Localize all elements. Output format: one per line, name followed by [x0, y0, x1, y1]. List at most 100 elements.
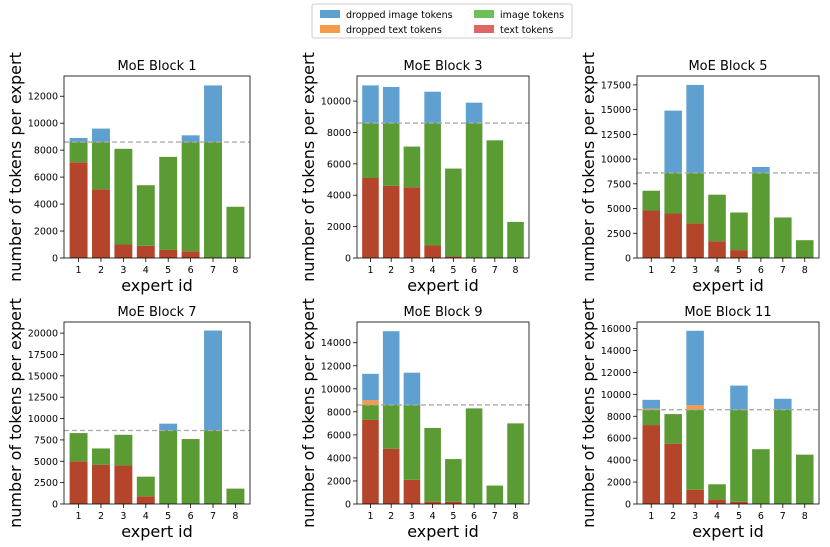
y-tick-label: 17500	[601, 80, 631, 91]
subplot-4: 0 2500 5000 7500 10000 12500 15000 17500 20000 1 2…	[6, 298, 251, 541]
subplot-title: MoE Block 1	[117, 59, 196, 74]
bar-image-tokens-expert-1	[69, 433, 88, 462]
bar-text-tokens-expert-3	[403, 187, 421, 258]
bar-dropped-text-tokens-expert-1	[642, 408, 661, 410]
bar-image-tokens-expert-1	[69, 142, 88, 163]
x-tick-label: 6	[471, 265, 477, 276]
bar-text-tokens-expert-3	[686, 223, 704, 258]
legend-swatch-image	[474, 10, 494, 18]
y-tick-label: 8000	[34, 146, 58, 157]
bar-dropped-image-tokens-expert-7	[204, 85, 222, 143]
bar-text-tokens-expert-5	[730, 501, 748, 504]
bar-image-tokens-expert-3	[114, 148, 133, 245]
bar-image-tokens-expert-2	[664, 172, 682, 214]
bar-dropped-image-tokens-expert-5	[730, 385, 748, 410]
x-axis-label: expert id	[692, 522, 764, 541]
bar-text-tokens-expert-4	[708, 499, 726, 504]
bar-image-tokens-expert-8	[507, 221, 524, 258]
bar-image-tokens-expert-2	[382, 404, 400, 449]
y-tick-label: 14000	[601, 346, 631, 357]
x-tick-label: 1	[367, 511, 373, 522]
bar-dropped-text-tokens-expert-3	[686, 405, 704, 410]
bar-text-tokens-expert-6	[181, 251, 200, 258]
bar-image-tokens-expert-8	[507, 423, 524, 504]
legend-frame	[311, 3, 573, 39]
y-axis-label: number of tokens per expert	[579, 298, 598, 528]
y-tick-label: 20000	[28, 329, 58, 340]
bar-dropped-image-tokens-expert-2	[92, 128, 110, 143]
y-tick-label: 6000	[327, 159, 351, 170]
bar-image-tokens-expert-1	[362, 404, 379, 420]
bar-image-tokens-expert-4	[136, 185, 155, 246]
bar-text-tokens-expert-2	[382, 185, 400, 258]
bar-dropped-image-tokens-expert-4	[424, 91, 441, 124]
bar-text-tokens-expert-2	[664, 213, 682, 258]
legend-label-dropped-text: dropped text tokens	[346, 25, 442, 36]
x-tick-label: 2	[98, 511, 104, 522]
y-tick-label: 5000	[34, 457, 58, 468]
x-tick-label: 1	[367, 265, 373, 276]
bar-text-tokens-expert-2	[92, 464, 110, 504]
y-tick-label: 6000	[607, 434, 631, 445]
bar-image-tokens-expert-5	[159, 156, 178, 250]
x-tick-label: 3	[692, 265, 698, 276]
bar-image-tokens-expert-8	[226, 488, 245, 504]
y-tick-label: 0	[625, 500, 631, 511]
bar-text-tokens-expert-4	[708, 241, 726, 258]
x-tick-label: 7	[780, 511, 786, 522]
x-tick-label: 2	[388, 511, 394, 522]
x-tick-label: 3	[120, 511, 126, 522]
y-tick-label: 12500	[601, 130, 631, 141]
bar-image-tokens-expert-1	[362, 123, 379, 178]
y-tick-label: 2500	[34, 478, 58, 489]
bar-text-tokens-expert-2	[382, 448, 400, 504]
bar-image-tokens-expert-6	[465, 408, 483, 504]
bar-dropped-image-tokens-expert-2	[664, 110, 682, 173]
y-tick-label: 10000	[28, 119, 58, 130]
bar-image-tokens-expert-7	[204, 142, 222, 258]
y-tick-label: 2000	[34, 227, 58, 238]
axes-frame	[636, 321, 820, 505]
y-tick-label: 0	[345, 254, 351, 265]
x-tick-label: 4	[430, 265, 436, 276]
bar-image-tokens-expert-7	[204, 430, 222, 504]
bar-text-tokens-expert-3	[686, 489, 704, 504]
x-tick-label: 1	[648, 511, 654, 522]
bar-image-tokens-expert-2	[664, 414, 682, 444]
bar-image-tokens-expert-3	[686, 172, 704, 224]
bar-text-tokens-expert-1	[69, 461, 88, 504]
x-tick-label: 8	[513, 265, 519, 276]
x-axis-label: expert id	[121, 522, 193, 541]
x-tick-label: 8	[802, 511, 808, 522]
y-tick-label: 12000	[601, 368, 631, 379]
x-tick-label: 4	[714, 265, 720, 276]
bar-text-tokens-expert-1	[642, 425, 661, 504]
bar-image-tokens-expert-6	[465, 123, 483, 258]
x-tick-label: 2	[388, 265, 394, 276]
y-tick-label: 17500	[28, 350, 58, 361]
bar-dropped-image-tokens-expert-5	[159, 423, 178, 431]
x-tick-label: 4	[143, 511, 149, 522]
x-tick-label: 1	[76, 511, 82, 522]
bar-image-tokens-expert-7	[486, 140, 504, 258]
subplot-title: MoE Block 9	[403, 305, 482, 320]
x-tick-label: 8	[232, 511, 238, 522]
bar-image-tokens-expert-4	[424, 123, 441, 246]
x-tick-label: 5	[450, 511, 456, 522]
x-tick-label: 5	[736, 265, 742, 276]
y-tick-label: 2000	[607, 478, 631, 489]
x-axis-label: expert id	[121, 276, 193, 295]
y-tick-label: 10000	[601, 155, 631, 166]
y-axis-label: number of tokens per expert	[6, 52, 25, 282]
subplot-5: 0 2000 4000 6000 8000 10000 12000 14000 1 2 3 4 5 6 7 8…	[299, 298, 530, 541]
bar-text-tokens-expert-2	[92, 189, 110, 258]
bar-image-tokens-expert-5	[730, 409, 748, 502]
x-tick-label: 4	[714, 511, 720, 522]
legend-swatch-text	[474, 25, 494, 33]
y-tick-label: 8000	[327, 128, 351, 139]
legend: dropped image tokens dropped text tokens…	[311, 3, 573, 39]
y-tick-label: 4000	[34, 200, 58, 211]
bar-image-tokens-expert-1	[642, 190, 661, 211]
